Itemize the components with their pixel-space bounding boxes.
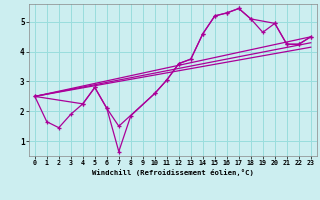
X-axis label: Windchill (Refroidissement éolien,°C): Windchill (Refroidissement éolien,°C)	[92, 169, 254, 176]
